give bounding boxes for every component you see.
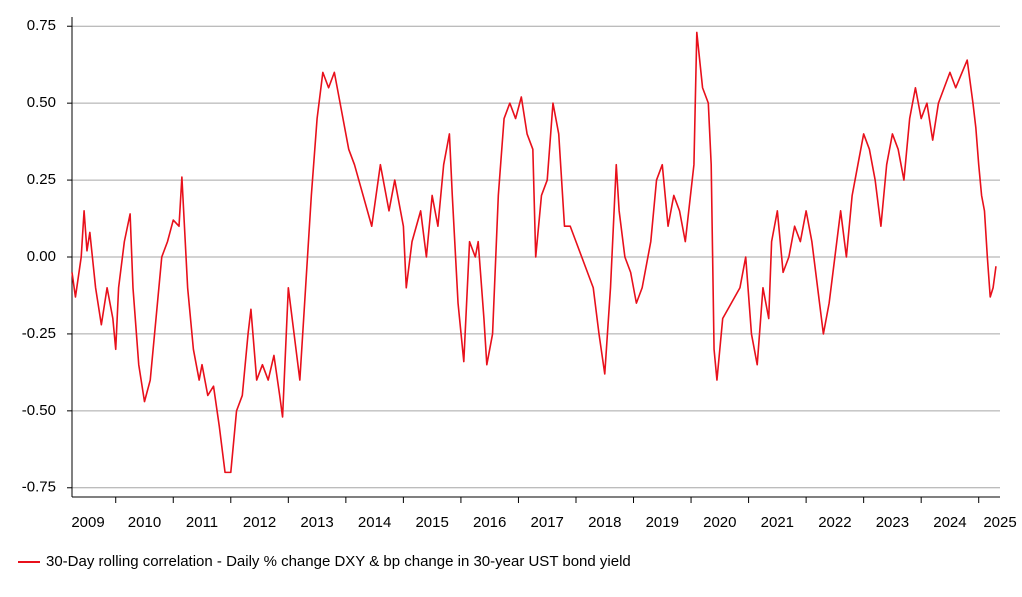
x-tick-label: 2010 [128,514,161,531]
x-tick-label: 2012 [243,514,276,531]
x-tick-label: 2015 [415,514,448,531]
y-tick-label: -0.25 [22,325,56,342]
x-tick-label: 2018 [588,514,621,531]
x-tick-label: 2024 [933,514,966,531]
x-tick-label: 2020 [703,514,736,531]
x-tick-label: 2025 [983,514,1016,531]
y-tick-label: 0.50 [27,94,56,111]
x-tick-label: 2014 [358,514,391,531]
x-tick-label: 2017 [531,514,564,531]
x-tick-label: 2023 [876,514,909,531]
y-tick-label: -0.75 [22,479,56,496]
x-tick-label: 2019 [646,514,679,531]
y-tick-label: -0.50 [22,402,56,419]
x-tick-label: 2013 [300,514,333,531]
x-tick-label: 2009 [71,514,104,531]
x-tick-label: 2011 [186,514,218,531]
x-tick-label: 2016 [473,514,506,531]
y-tick-label: 0.25 [27,171,56,188]
y-tick-label: 0.00 [27,248,56,265]
x-tick-label: 2021 [761,514,794,531]
legend-label: 30-Day rolling correlation - Daily % cha… [46,553,631,570]
x-tick-label: 2022 [818,514,851,531]
data-line [71,31,997,474]
y-tick-label: 0.75 [27,17,56,34]
